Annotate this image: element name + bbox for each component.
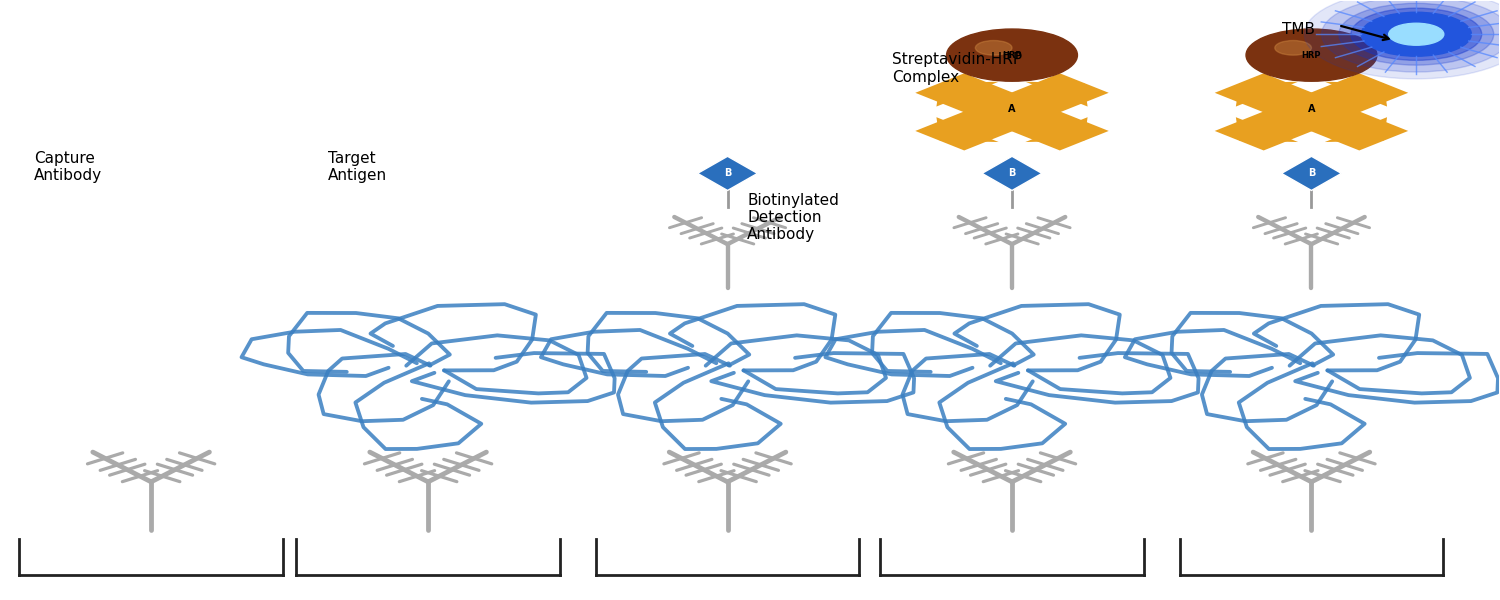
Text: HRP: HRP [1302, 50, 1322, 59]
Circle shape [1305, 0, 1500, 79]
Text: TMB: TMB [1281, 22, 1314, 37]
Text: Capture
Antibody: Capture Antibody [34, 151, 102, 183]
Text: B: B [1008, 169, 1016, 178]
Circle shape [946, 29, 1077, 81]
Circle shape [1340, 4, 1494, 65]
Circle shape [1389, 23, 1444, 45]
Text: Target
Antigen: Target Antigen [328, 151, 387, 183]
Circle shape [975, 41, 1012, 55]
Text: Streptavidin-HRP
Complex: Streptavidin-HRP Complex [892, 52, 1023, 85]
Polygon shape [1236, 82, 1298, 107]
Text: A: A [1308, 104, 1316, 115]
Polygon shape [1236, 117, 1298, 142]
Circle shape [1275, 41, 1311, 55]
Text: B: B [724, 169, 730, 178]
Circle shape [1246, 29, 1377, 81]
Text: Biotinylated
Detection
Antibody: Biotinylated Detection Antibody [747, 193, 839, 242]
Polygon shape [915, 73, 1108, 151]
Polygon shape [1026, 82, 1088, 107]
Polygon shape [1281, 157, 1341, 190]
Polygon shape [936, 117, 999, 142]
Polygon shape [1324, 117, 1388, 142]
Text: HRP: HRP [1002, 50, 1022, 59]
Circle shape [1360, 12, 1472, 56]
Circle shape [1352, 8, 1482, 61]
Circle shape [1322, 0, 1500, 72]
Polygon shape [982, 157, 1042, 190]
Polygon shape [936, 82, 999, 107]
Text: A: A [1008, 104, 1016, 115]
Polygon shape [1215, 73, 1408, 151]
Text: B: B [1308, 169, 1316, 178]
Polygon shape [1215, 73, 1408, 151]
Polygon shape [1026, 117, 1088, 142]
Polygon shape [915, 73, 1108, 151]
Polygon shape [698, 157, 758, 190]
Polygon shape [1324, 82, 1388, 107]
